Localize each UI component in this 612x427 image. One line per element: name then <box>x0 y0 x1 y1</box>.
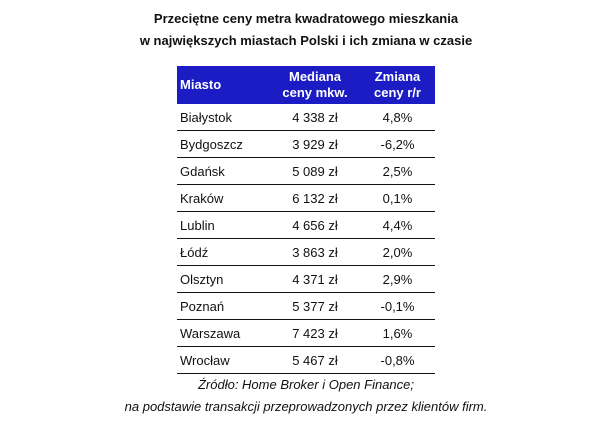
median-price-cell: 7 423 zł <box>270 319 360 347</box>
change-cell: 2,0% <box>360 238 435 266</box>
title-line-2: w największych miastach Polski i ich zmi… <box>139 33 473 48</box>
table-row: Wrocław 5 467 zł -0,8% <box>177 346 435 374</box>
table-row: Poznań 5 377 zł -0,1% <box>177 292 435 320</box>
median-price-cell: 5 089 zł <box>270 157 360 185</box>
change-cell: -6,2% <box>360 130 435 158</box>
change-cell: 2,5% <box>360 157 435 185</box>
median-price-cell: 4 338 zł <box>270 104 360 131</box>
table-header: Miasto Mediana ceny mkw. Zmiana ceny r/r <box>177 66 435 104</box>
change-cell: 0,1% <box>360 184 435 212</box>
table-row: Łódź 3 863 zł 2,0% <box>177 238 435 266</box>
header-city: Miasto <box>177 66 270 104</box>
city-cell: Wrocław <box>177 346 270 374</box>
price-table: Miasto Mediana ceny mkw. Zmiana ceny r/r… <box>177 66 435 374</box>
change-cell: 4,4% <box>360 211 435 239</box>
title-line-1: Przeciętne ceny metra kwadratowego miesz… <box>153 11 459 26</box>
change-cell: -0,8% <box>360 346 435 374</box>
median-price-cell: 5 467 zł <box>270 346 360 374</box>
median-price-cell: 4 656 zł <box>270 211 360 239</box>
city-cell: Gdańsk <box>177 157 270 185</box>
table-row: Olsztyn 4 371 zł 2,9% <box>177 265 435 293</box>
header-median: Mediana ceny mkw. <box>270 66 360 104</box>
median-price-cell: 3 863 zł <box>270 238 360 266</box>
change-cell: -0,1% <box>360 292 435 320</box>
table-row: Białystok 4 338 zł 4,8% <box>177 104 435 131</box>
change-cell: 2,9% <box>360 265 435 293</box>
city-cell: Bydgoszcz <box>177 130 270 158</box>
median-price-cell: 4 371 zł <box>270 265 360 293</box>
table-row: Lublin 4 656 zł 4,4% <box>177 211 435 239</box>
median-price-cell: 6 132 zł <box>270 184 360 212</box>
source-note-2: na podstawie transakcji przeprowadzonych… <box>124 399 488 414</box>
header-change: Zmiana ceny r/r <box>360 66 435 104</box>
median-price-cell: 5 377 zł <box>270 292 360 320</box>
table-row: Kraków 6 132 zł 0,1% <box>177 184 435 212</box>
table-row: Gdańsk 5 089 zł 2,5% <box>177 157 435 185</box>
median-price-cell: 3 929 zł <box>270 130 360 158</box>
city-cell: Łódź <box>177 238 270 266</box>
source-note: Źródło: Home Broker i Open Finance; <box>197 377 415 392</box>
city-cell: Lublin <box>177 211 270 239</box>
city-cell: Białystok <box>177 104 270 131</box>
city-cell: Warszawa <box>177 319 270 347</box>
city-cell: Poznań <box>177 292 270 320</box>
city-cell: Kraków <box>177 184 270 212</box>
table-row: Bydgoszcz 3 929 zł -6,2% <box>177 130 435 158</box>
city-cell: Olsztyn <box>177 265 270 293</box>
table-row: Warszawa 7 423 zł 1,6% <box>177 319 435 347</box>
change-cell: 4,8% <box>360 104 435 131</box>
change-cell: 1,6% <box>360 319 435 347</box>
